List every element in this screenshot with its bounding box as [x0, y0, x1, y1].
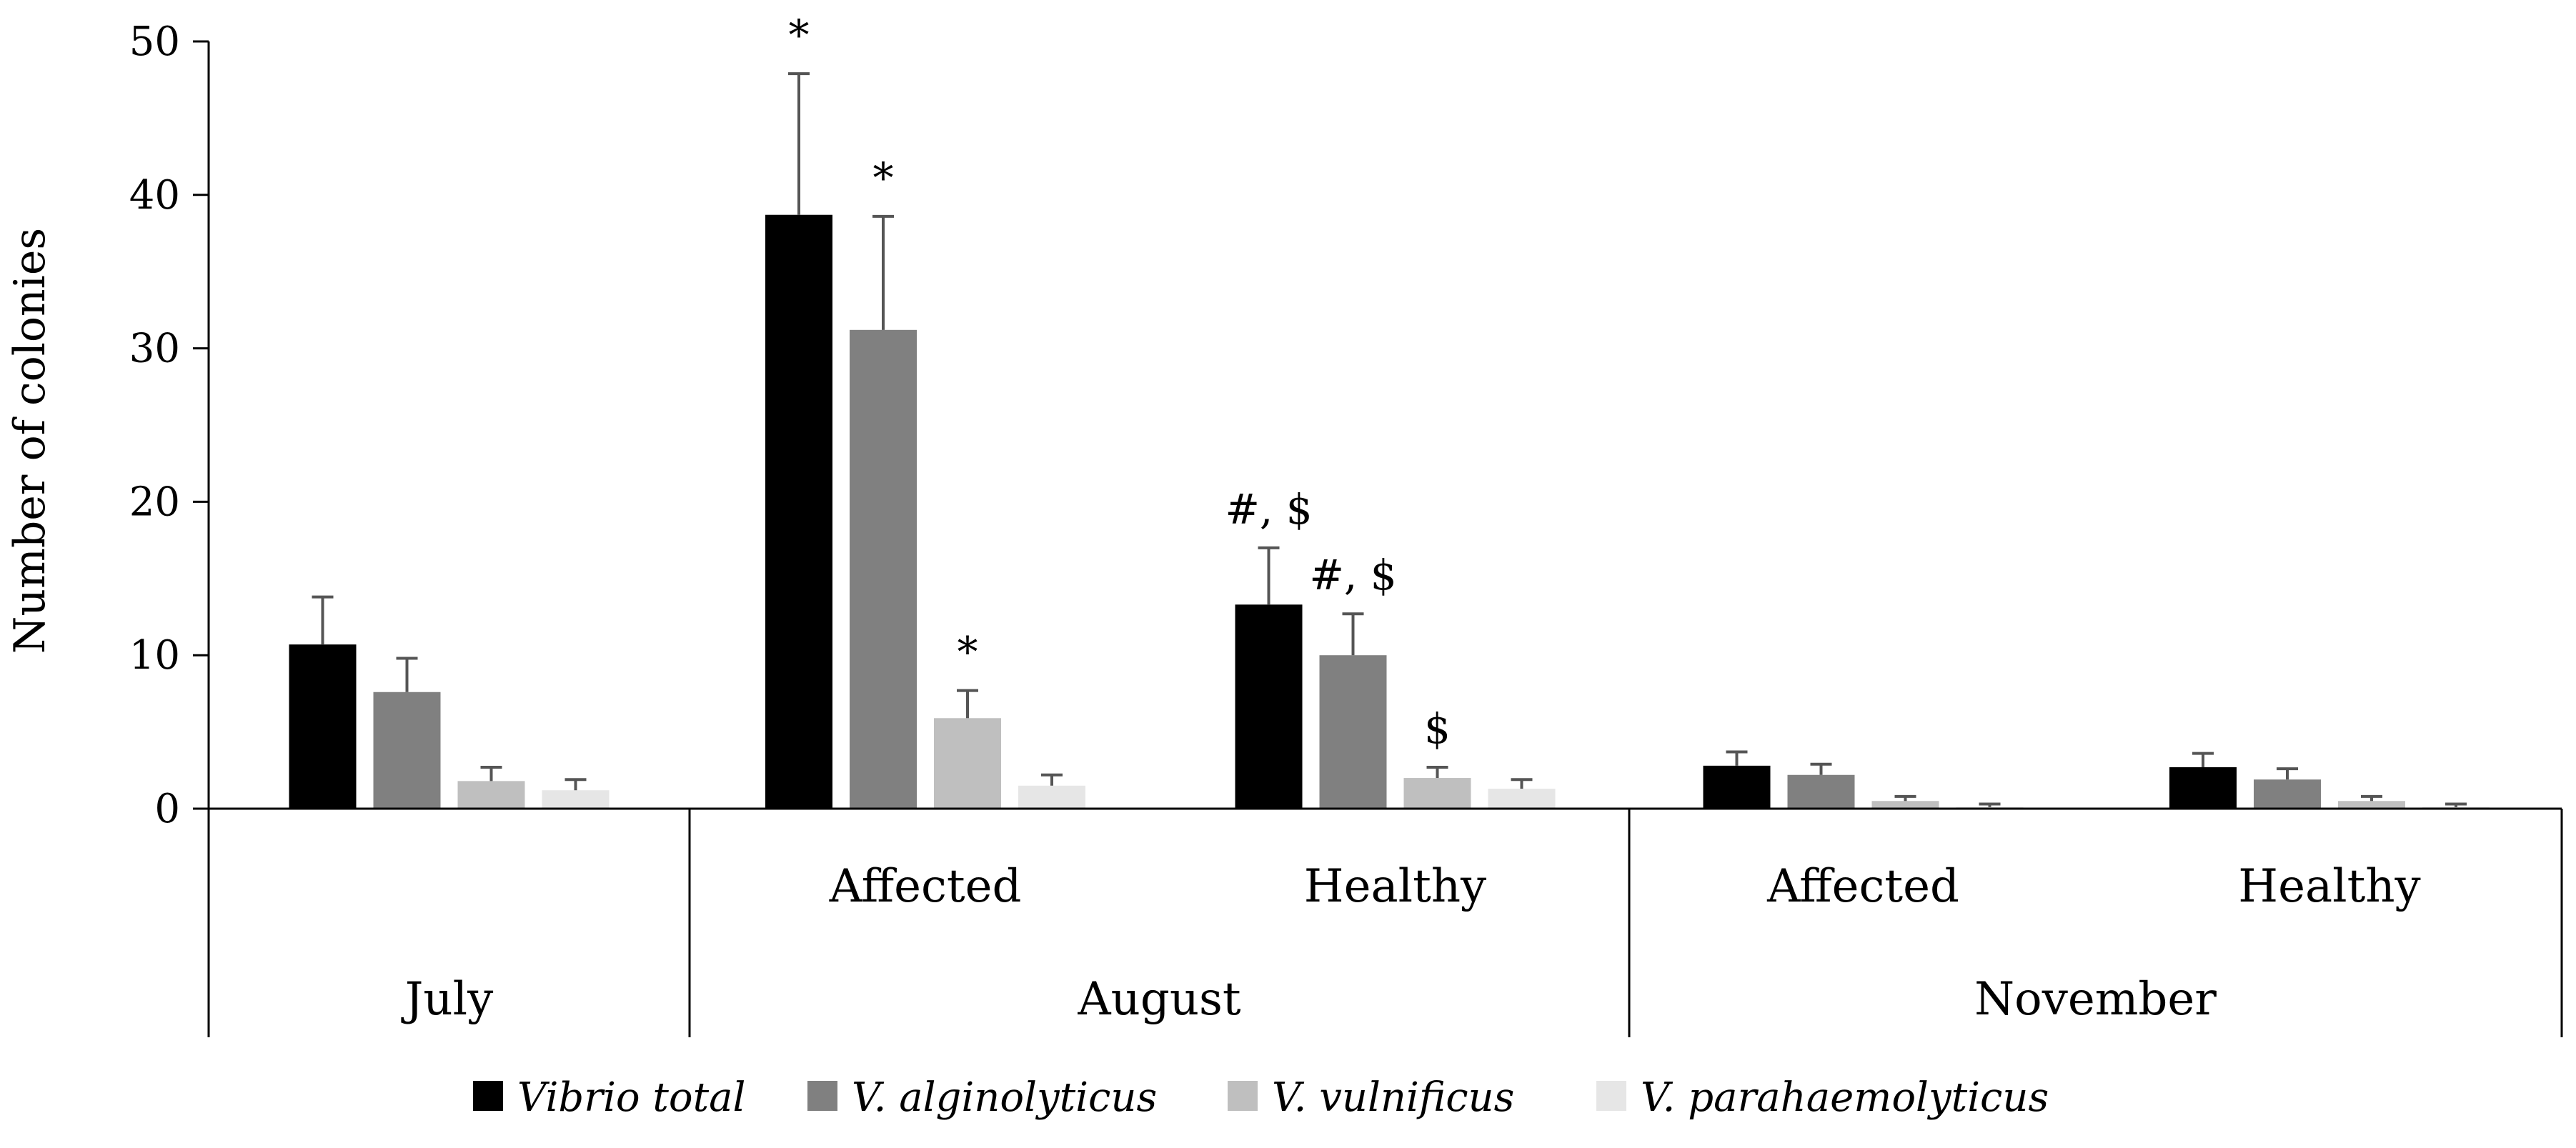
- bar: [289, 644, 357, 809]
- subgroup-label: Healthy: [1304, 860, 1486, 913]
- bar: [1488, 789, 1556, 809]
- y-axis: 0 10 20 30 40 50: [129, 19, 210, 832]
- legend-swatch: [1228, 1081, 1258, 1111]
- significance-label: #, $: [1225, 485, 1312, 534]
- y-tick-label: 20: [129, 479, 180, 525]
- bar: [2254, 779, 2321, 809]
- bar: [2338, 801, 2405, 809]
- legend-swatch: [807, 1081, 837, 1111]
- bar: [457, 781, 525, 809]
- subgroup-label: Affected: [829, 860, 1022, 913]
- group-label: July: [401, 973, 494, 1026]
- bar: [1703, 765, 1771, 809]
- significance-label: *: [789, 11, 810, 59]
- legend-label: V. parahaemolyticus: [1641, 1074, 2049, 1121]
- y-tick-label: 30: [129, 326, 180, 372]
- significance-annotations: * * * #, $ #, $ $: [789, 11, 1451, 753]
- legend-label: V. vulnificus: [1272, 1074, 1514, 1121]
- bar: [1319, 655, 1387, 809]
- significance-label: *: [958, 628, 978, 677]
- significance-label: #, $: [1309, 551, 1396, 599]
- bar: [1235, 604, 1303, 809]
- y-tick-label: 50: [129, 19, 180, 65]
- bar: [1871, 801, 1939, 809]
- y-tick-label: 40: [129, 172, 180, 219]
- significance-label: $: [1424, 704, 1451, 753]
- bar: [1018, 785, 1085, 809]
- bar: [542, 790, 610, 809]
- error-bars: [312, 72, 2467, 807]
- significance-label: *: [873, 154, 894, 202]
- y-tick-label: 0: [154, 786, 180, 832]
- group-label: August: [1077, 973, 1240, 1026]
- bar: [765, 214, 832, 809]
- legend-swatch: [1596, 1081, 1626, 1111]
- legend-label: V. alginolyticus: [852, 1074, 1157, 1121]
- bar: [1787, 774, 1855, 809]
- bars: [289, 214, 2490, 809]
- y-axis-title: Number of colonies: [5, 228, 55, 654]
- bar: [850, 329, 917, 809]
- bar: [1403, 778, 1471, 809]
- bar: [373, 692, 441, 809]
- legend: Vibrio total V. alginolyticus V. vulnificu…: [473, 1074, 2049, 1121]
- bar: [2169, 767, 2237, 809]
- subgroup-label: Healthy: [2238, 860, 2420, 913]
- x-axis: July August Affected Healthy November Affecte…: [207, 807, 2563, 1037]
- y-tick-label: 10: [129, 632, 180, 679]
- legend-swatch: [473, 1081, 503, 1111]
- subgroup-label: Affected: [1766, 860, 1959, 913]
- bar: [934, 718, 1001, 809]
- legend-label: Vibrio total: [517, 1074, 745, 1121]
- group-label: November: [1974, 973, 2217, 1026]
